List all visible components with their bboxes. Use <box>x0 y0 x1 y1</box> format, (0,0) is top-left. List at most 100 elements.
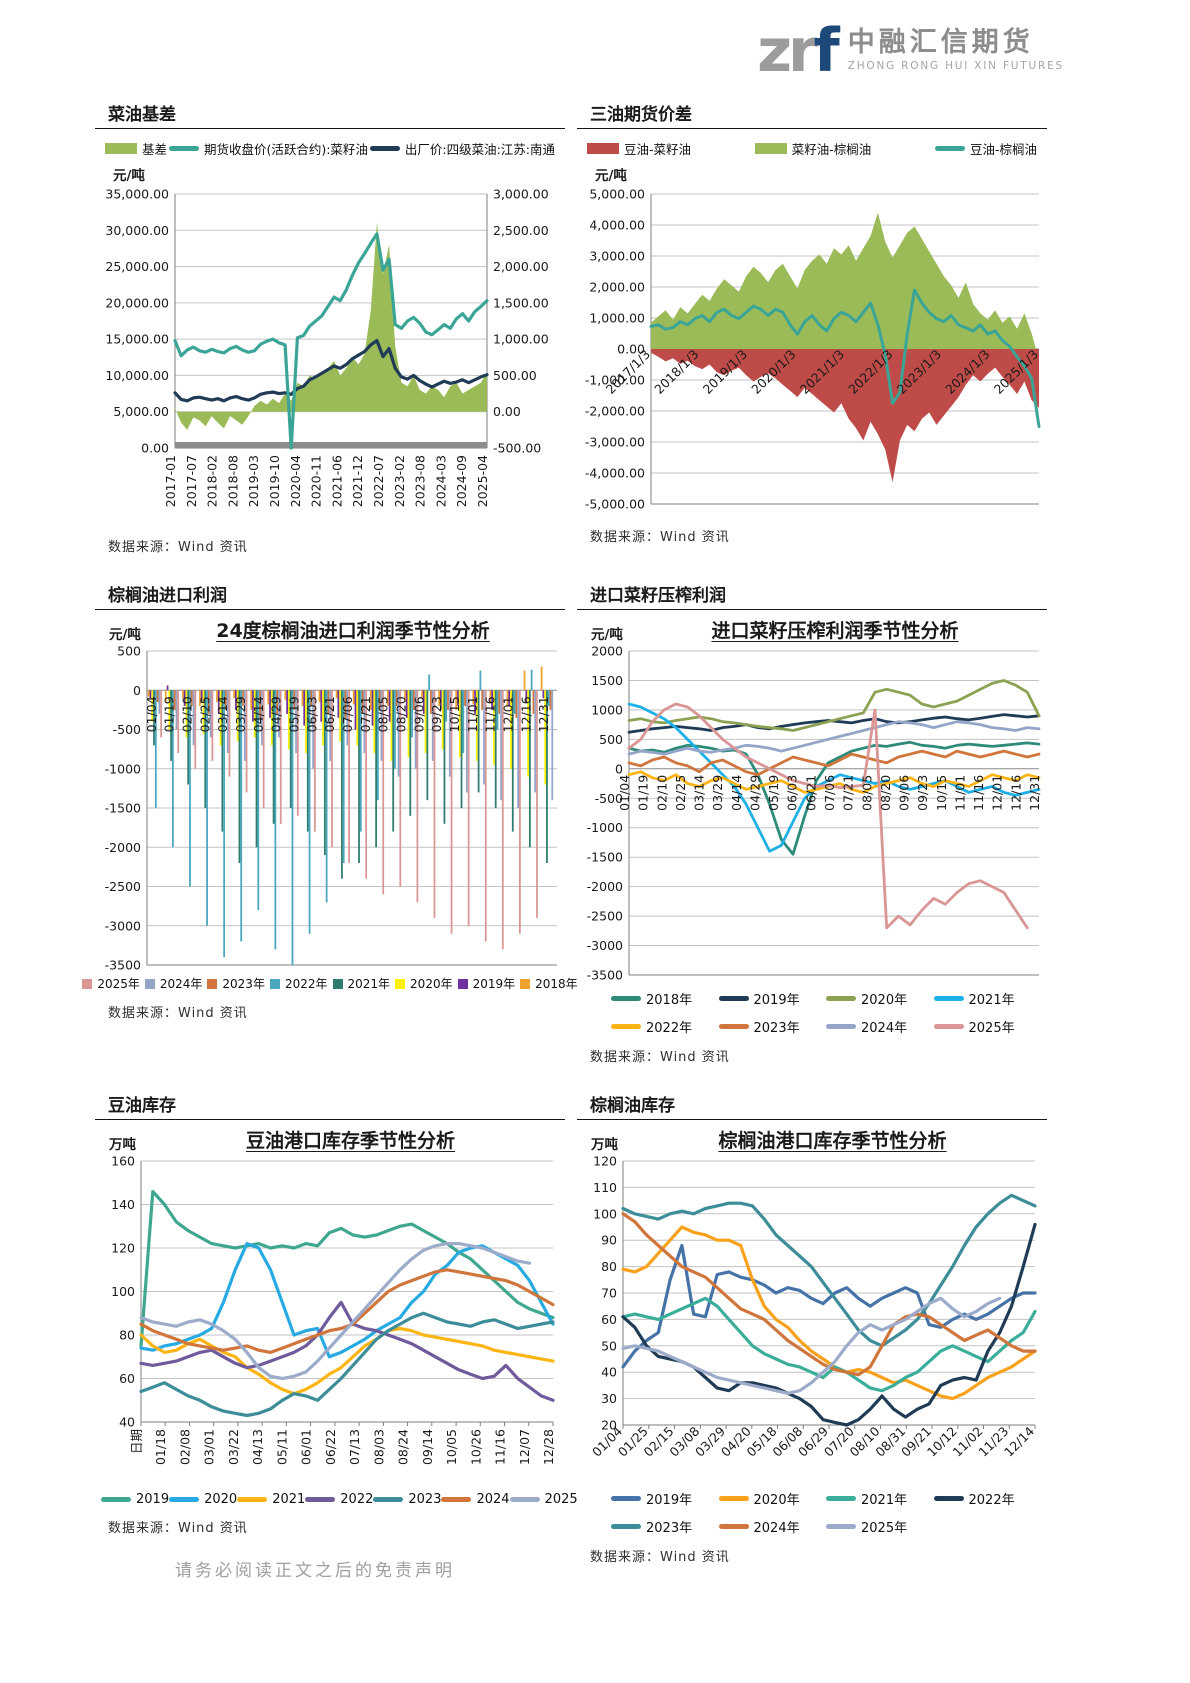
legend-item: 2025年 <box>933 1017 1042 1036</box>
section-palm-oil-inventory: 棕榈油库存 万吨 棕榈油港口库存季节性分析 20 30 40 50 60 70 80 90 10… <box>577 1091 1047 1565</box>
legend-label: 2024 <box>476 1492 510 1507</box>
legend-label: 2020年 <box>410 977 453 991</box>
logo-f-text: f <box>813 16 840 86</box>
svg-text:04/14: 04/14 <box>251 696 266 732</box>
svg-text:-1500: -1500 <box>105 801 141 816</box>
plot-title: 24度棕榈油进口利润季节性分析 <box>216 620 490 642</box>
chart-legend: 2019 2020 2021 2022 2023 2024 2025 <box>95 1492 578 1507</box>
chart-legend: 2019年 2020年 2021年 2022年 2023年 2024年 2025年 <box>577 1489 1047 1536</box>
svg-text:09/23: 09/23 <box>915 775 930 811</box>
svg-text:07/06: 07/06 <box>822 775 837 811</box>
legend-item: 2023年 <box>718 1017 827 1036</box>
svg-text:160: 160 <box>111 1154 135 1169</box>
legend-label: 2025 <box>544 1492 578 1507</box>
svg-text:03/29: 03/29 <box>710 775 725 811</box>
section-rapeseed-crush-profit: 进口菜籽压榨利润 元/吨 进口菜籽压榨利润季节性分析 -3500 -3000 -25… <box>577 581 1047 1065</box>
svg-text:30,000.00: 30,000.00 <box>105 223 169 238</box>
y-axis-unit: 元/吨 <box>113 168 145 184</box>
svg-text:15,000.00: 15,000.00 <box>105 332 169 347</box>
legend-swatch <box>826 1024 856 1029</box>
svg-text:80: 80 <box>119 1328 135 1343</box>
svg-text:2018-08: 2018-08 <box>225 455 240 507</box>
svg-text:-2000: -2000 <box>587 879 623 894</box>
legend-label: 2022年 <box>646 1021 693 1036</box>
series-2023年 <box>621 1193 1037 1348</box>
legend-item: 2021年 <box>332 975 390 992</box>
legend-label: 基差 <box>142 142 168 157</box>
svg-text:03/01: 03/01 <box>202 1429 217 1465</box>
series-2019 <box>139 1189 555 1348</box>
svg-text:-2500: -2500 <box>105 879 141 894</box>
svg-text:11/16: 11/16 <box>971 775 986 811</box>
legend-swatch <box>826 996 856 1001</box>
svg-text:100: 100 <box>111 1284 135 1299</box>
logo-names: 中融汇信期货 ZHONG RONG HUI XIN FUTURES <box>848 24 1064 73</box>
svg-text:03/14: 03/14 <box>215 696 230 732</box>
basis-chart-canvas: 0.00 5,000.00 10,000.00 15,000.00 20,000.00 2… <box>95 186 565 526</box>
svg-text:06/21: 06/21 <box>322 696 337 732</box>
legend-label: 2021 <box>272 1492 306 1507</box>
svg-text:2020-04: 2020-04 <box>288 455 303 507</box>
svg-text:120: 120 <box>593 1154 617 1169</box>
series-豆油-棕榈油 <box>649 288 1041 428</box>
data-source-label: 数据来源：Wind 资讯 <box>590 1050 730 1065</box>
legend-item: 2019年 <box>718 989 827 1008</box>
svg-text:30: 30 <box>601 1391 617 1406</box>
series-2019年 <box>149 685 545 730</box>
svg-text:-1000: -1000 <box>587 820 623 835</box>
legend-label: 2022年 <box>968 1493 1015 1508</box>
svg-text:100: 100 <box>593 1206 617 1221</box>
svg-text:-1500: -1500 <box>587 850 623 865</box>
legend-swatch <box>754 143 787 154</box>
series-2018年 <box>147 666 543 710</box>
svg-text:2025-04: 2025-04 <box>475 455 490 507</box>
svg-text:08/20: 08/20 <box>878 775 893 811</box>
svg-text:07/13: 07/13 <box>347 1429 362 1465</box>
svg-text:07/21: 07/21 <box>358 696 373 732</box>
svg-text:01/04: 01/04 <box>144 696 159 732</box>
svg-text:12/01: 12/01 <box>500 696 515 732</box>
legend-swatch <box>718 1024 749 1029</box>
svg-text:60: 60 <box>119 1371 135 1386</box>
svg-text:0.00: 0.00 <box>493 404 521 419</box>
legend-item: 2020年 <box>826 989 934 1008</box>
legend-swatch <box>933 1024 964 1029</box>
legend-swatch <box>457 978 468 989</box>
svg-text:1500: 1500 <box>591 673 623 688</box>
svg-text:12/16: 12/16 <box>1008 775 1023 811</box>
chart-legend: 2018年 2019年 2020年 2021年 2022年 2023年 2024年 2025年 <box>577 989 1047 1036</box>
series-出厂价:四级菜油:江苏:南通 <box>173 339 489 403</box>
legend-item: 2022年 <box>611 1017 719 1036</box>
legend-swatch <box>105 143 137 154</box>
svg-text:5,000.00: 5,000.00 <box>589 187 645 202</box>
legend-label: 2019年 <box>646 1493 693 1508</box>
svg-text:4,000.00: 4,000.00 <box>589 218 645 233</box>
legend-swatch <box>237 1497 268 1502</box>
svg-text:09/06: 09/06 <box>411 696 426 732</box>
svg-text:500: 500 <box>117 644 141 659</box>
series-2021年 <box>153 690 548 879</box>
legend-swatch <box>934 146 965 151</box>
svg-text:25,000.00: 25,000.00 <box>105 259 169 274</box>
series-2025 <box>139 1242 532 1381</box>
svg-text:12/07: 12/07 <box>517 1429 532 1465</box>
zrf-logo-mark: zrf <box>757 21 840 81</box>
svg-text:01/19: 01/19 <box>636 775 651 811</box>
svg-text:2020-11: 2020-11 <box>309 455 324 507</box>
series-2025年 <box>627 702 1029 930</box>
svg-text:70: 70 <box>601 1286 617 1301</box>
svg-text:110: 110 <box>593 1180 617 1195</box>
svg-text:08/24: 08/24 <box>396 1429 411 1465</box>
svg-text:2019-10: 2019-10 <box>267 455 282 507</box>
series-2020年 <box>151 690 547 785</box>
plot-title: 进口菜籽压榨利润季节性分析 <box>711 620 959 642</box>
plot-title-row: 万吨 棕榈油港口库存季节性分析 <box>577 1126 1047 1153</box>
legend-swatch <box>611 1496 641 1501</box>
chart-svg: 203040506070809010011012001/0401/2502/15… <box>589 1154 1037 1460</box>
svg-text:2000: 2000 <box>591 644 623 659</box>
series-2024年 <box>158 690 554 809</box>
import-profit-chart-canvas: -3500 -3000 -2500 -2000 -1500 -1000 -500 0 500 01… <box>95 643 565 973</box>
plot-title-row: 元/吨 进口菜籽压榨利润季节性分析 <box>577 616 1047 643</box>
y-axis-unit: 元/吨 <box>591 627 623 643</box>
